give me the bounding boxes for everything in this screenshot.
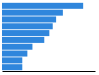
- bar: [2, 64, 22, 70]
- bar: [2, 23, 53, 29]
- bar: [2, 3, 83, 9]
- bar: [2, 10, 63, 16]
- chart: [0, 0, 99, 75]
- bar: [2, 51, 27, 57]
- x-axis: [3, 71, 96, 72]
- bar: [2, 57, 22, 63]
- bars: [2, 3, 83, 70]
- bar: [2, 44, 32, 50]
- plot: [2, 3, 96, 72]
- bar: [2, 37, 44, 43]
- bar: [2, 30, 49, 36]
- bar: [2, 16, 56, 22]
- x-axis-line: [3, 71, 96, 72]
